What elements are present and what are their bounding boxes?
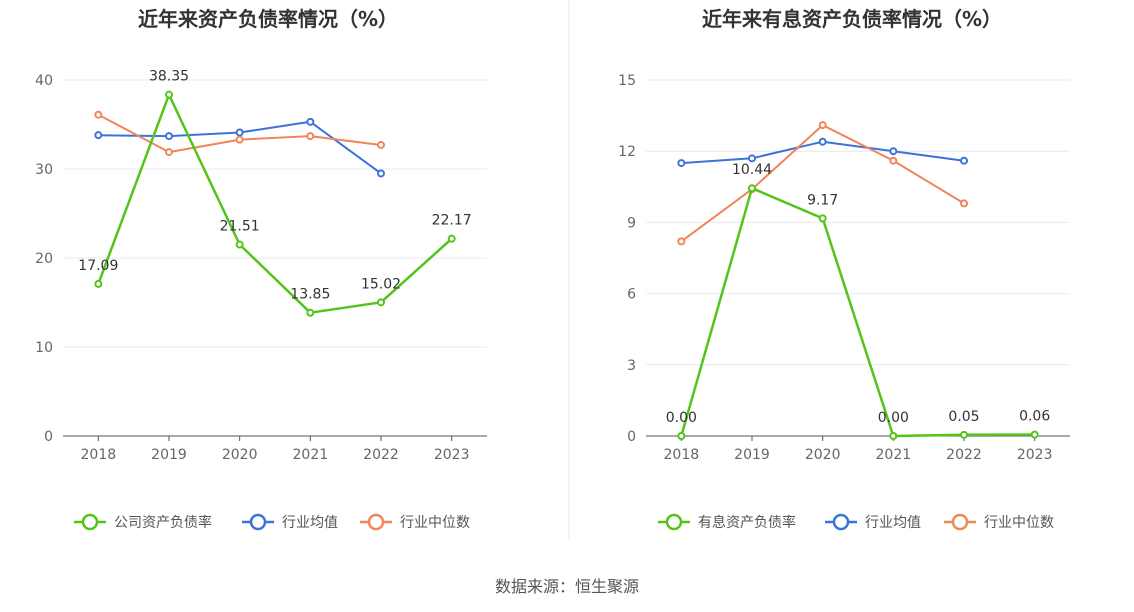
data-point (306, 132, 315, 141)
legend-marker (81, 513, 99, 531)
data-point (889, 156, 898, 165)
data-point (1030, 430, 1039, 439)
legend-marker (665, 513, 683, 531)
data-point (889, 147, 898, 156)
y-tick-label: 0 (44, 429, 53, 445)
legend-marker (249, 513, 267, 531)
x-tick-label: 2021 (293, 447, 329, 463)
data-point (889, 432, 898, 440)
chart-interest-debt-ratio: 近年来有息资产负债率情况（%） 0 3 6 9 12 15 2018 2019 2020 2021… (618, 7, 1070, 531)
data-label: 38.35 (149, 69, 189, 85)
data-label: 10.44 (732, 162, 772, 178)
series-line (97, 93, 453, 314)
x-tick-label: 2020 (805, 447, 841, 463)
data-point (235, 128, 244, 137)
data-point (960, 156, 968, 165)
y-tick-label: 3 (627, 358, 636, 374)
data-label: 15.02 (361, 276, 401, 292)
x-tick-label: 2019 (734, 447, 770, 463)
data-label: 0.06 (1019, 409, 1050, 425)
data-point (306, 308, 315, 317)
data-point (94, 131, 103, 140)
y-tick-label: 12 (618, 144, 636, 160)
data-point (677, 159, 686, 168)
legend-item[interactable]: 有息资产负债率 (658, 513, 796, 531)
legend-item[interactable]: 行业中位数 (360, 513, 470, 531)
data-point (235, 240, 244, 249)
x-tick-label: 2019 (151, 447, 187, 463)
y-tick-label: 10 (35, 340, 53, 356)
data-label: 0.00 (666, 410, 697, 426)
y-tick-label: 40 (35, 73, 53, 89)
legend-item[interactable]: 公司资产负债率 (74, 513, 212, 531)
data-label: 9.17 (807, 192, 838, 208)
y-tick-label: 20 (35, 251, 53, 267)
data-point (94, 110, 103, 119)
data-point (818, 214, 827, 223)
legend-item[interactable]: 行业均值 (825, 513, 921, 531)
data-source: 数据来源：恒生聚源 (495, 577, 639, 596)
data-point (377, 140, 385, 149)
chart-title: 近年来有息资产负债率情况（%） (702, 7, 1002, 31)
x-tick-label: 2018 (664, 447, 700, 463)
legend-marker (367, 513, 385, 531)
legend-item[interactable]: 行业中位数 (944, 513, 1054, 531)
data-point (960, 199, 968, 208)
x-tick-label: 2020 (222, 447, 258, 463)
legend-marker (951, 513, 969, 531)
data-point (165, 148, 173, 157)
x-tick-label: 2022 (363, 447, 399, 463)
x-tick-label: 2023 (434, 447, 470, 463)
data-point (960, 430, 968, 439)
legend-label: 行业均值 (865, 515, 921, 531)
legend-label: 公司资产负债率 (114, 514, 212, 531)
data-label: 0.00 (878, 410, 909, 426)
data-label: 17.09 (78, 258, 118, 274)
chart-title: 近年来资产负债率情况（%） (138, 7, 398, 31)
data-point (818, 137, 827, 146)
data-label: 13.85 (290, 287, 330, 303)
data-point (748, 154, 756, 163)
data-point (235, 135, 244, 144)
y-tick-label: 30 (35, 162, 53, 178)
legend-item[interactable]: 行业均值 (242, 513, 338, 531)
data-point (165, 90, 173, 99)
data-label: 22.17 (432, 213, 472, 229)
data-point (677, 237, 686, 246)
legend-label: 行业中位数 (984, 515, 1054, 531)
data-point (94, 279, 103, 288)
x-tick-label: 2021 (876, 447, 912, 463)
data-point (306, 117, 315, 126)
y-tick-label: 6 (627, 287, 636, 303)
data-point (818, 121, 827, 130)
legend-label: 行业中位数 (400, 515, 470, 531)
data-label: 21.51 (220, 219, 260, 235)
data-label: 0.05 (948, 409, 979, 425)
series-line (680, 186, 1035, 438)
x-tick-label: 2018 (81, 447, 117, 463)
data-point (447, 234, 456, 243)
chart-debt-ratio: 近年来资产负债率情况（%） 0 10 20 30 40 2018 2019 2020 2021 2… (35, 7, 487, 531)
y-tick-label: 9 (627, 215, 636, 231)
y-tick-label: 15 (618, 73, 636, 89)
data-point (377, 298, 385, 307)
legend-label: 有息资产负债率 (698, 514, 796, 531)
data-point (165, 132, 173, 141)
legend-marker (832, 513, 850, 531)
x-tick-label: 2022 (946, 447, 982, 463)
data-point (677, 432, 686, 440)
legend-label: 行业均值 (282, 515, 338, 531)
data-point (377, 169, 385, 178)
y-tick-label: 0 (627, 429, 636, 445)
data-point (748, 184, 756, 193)
x-tick-label: 2023 (1017, 447, 1053, 463)
